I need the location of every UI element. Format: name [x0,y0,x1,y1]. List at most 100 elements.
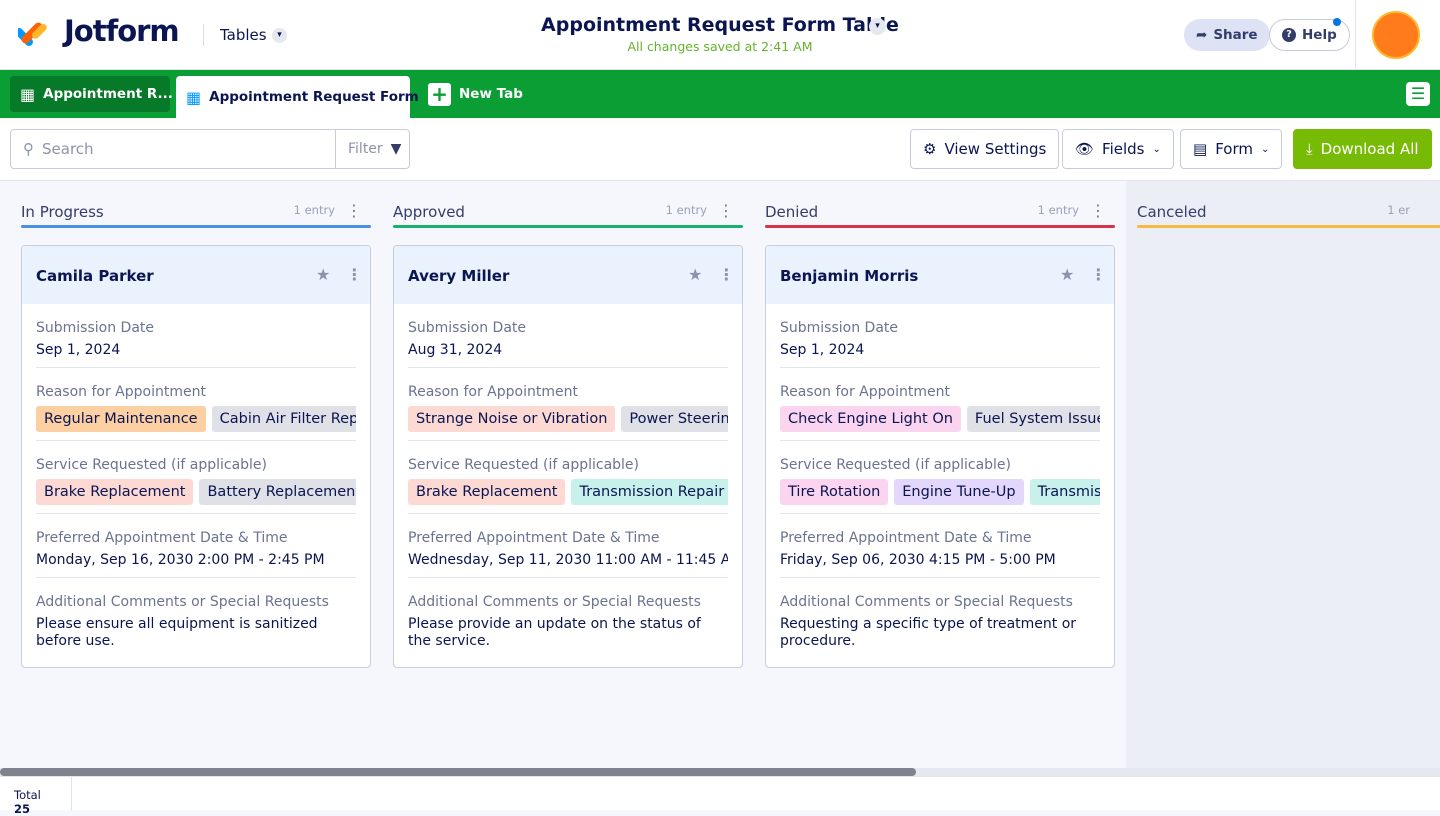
logo[interactable]: Jotform [64,14,180,48]
filter-label: Filter [348,141,383,157]
field: Service Requested (if applicable) Brake R… [36,441,356,514]
card-actions[interactable]: ★ ⋮ [688,265,735,284]
download-label: Download All [1320,140,1419,158]
field-value: Please ensure all equipment is sanitized… [36,616,318,649]
total-label: Total [14,788,41,802]
field: Reason for Appointment Regular Maintenanc… [36,368,356,441]
share-icon: ➦ [1196,27,1208,43]
form-icon: ▤ [1193,140,1208,158]
column-bar [765,225,1115,228]
save-status: All changes saved at 2:41 AM [627,39,813,54]
field: Submission Date Sep 1, 2024 [36,304,356,368]
field-label: Preferred Appointment Date & Time [780,530,1032,546]
tab-active[interactable]: ▦Appointment Request Form⋮ [176,76,440,118]
form-button[interactable]: ▤ Form ⌄ [1180,129,1283,169]
field-label: Preferred Appointment Date & Time [408,530,660,546]
entry-count: 1 entry [665,203,707,217]
card[interactable]: Avery Miller ★ ⋮ Submission Date Aug 31, 20… [393,245,743,668]
menu-button[interactable]: ☰ [1406,82,1430,106]
download-button[interactable]: ⤓ Download All [1293,129,1432,169]
scroll-thumb[interactable] [0,768,916,776]
field-label: Service Requested (if applicable) [36,457,267,473]
chevron: ⌄ [1260,143,1270,155]
column-header: In Progress 1 entry ⋮ [21,181,371,229]
column: Approved 1 entry ⋮ Avery Miller ★ ⋮ Submissio… [393,181,743,668]
field-label: Submission Date [36,320,155,336]
field-label: Preferred Appointment Date & Time [36,530,288,546]
total: Total 25 [0,777,72,816]
tab[interactable]: ▦ Appointment R... [10,76,173,112]
entry-count: 1 entry [293,203,335,217]
share-label: Share [1213,27,1258,43]
view-settings-label: View Settings [944,140,1047,158]
tab-bar: ▦ Appointment R... ▦ Appointment Request F… [0,70,1440,118]
tables-menu[interactable]: Tables [220,26,267,44]
card-actions[interactable]: ★ ⋮ [1060,265,1107,284]
column-bar [1137,225,1440,228]
fields-label: Fields [1102,140,1145,158]
card-name: Benjamin Morris [780,267,919,285]
column-title: In Progress [21,203,104,221]
column-title: Approved [393,203,465,221]
title-dropdown[interactable]: ▾ [869,18,886,35]
help-icon: ? [1282,28,1296,42]
avatar[interactable] [1372,11,1420,59]
field: Service Requested (if applicable) Tire Ro… [780,441,1100,514]
card[interactable]: Camila Parker ★ ⋮ Submission Date Sep 1, 20… [21,245,371,668]
column-menu[interactable]: ⋮ [718,201,734,220]
field-label: Additional Comments or Special Requests [780,594,1073,610]
tag: Battery Replacement [199,479,356,505]
column-header: Approved 1 entry ⋮ [393,181,743,229]
field-label: Additional Comments or Special Requests [36,594,329,610]
form-title[interactable]: Appointment Request Form Table [541,14,899,36]
field-label: Submission Date [780,320,899,336]
tag: Engine Tune-Up [894,479,1024,505]
plus-icon: + [428,82,451,106]
search-input[interactable]: ⚲ Search [10,129,336,169]
toolbar: ⚲ Search Filter ▼ ⚙ View Settings 👁 Fields ⌄ … [0,118,1440,181]
footer: Total 25 [0,776,1440,816]
tag: Transmissio [1029,479,1100,505]
card[interactable]: Benjamin Morris ★ ⋮ Submission Date Sep 1, … [765,245,1115,668]
column-menu[interactable]: ⋮ [1090,201,1106,220]
share-button[interactable]: ➦ Share [1184,19,1270,51]
column-menu[interactable]: ⋮ [346,201,362,220]
help-button[interactable]: ? Help [1269,19,1350,51]
fields-button[interactable]: 👁 Fields ⌄ [1062,129,1174,169]
tag: Power Steering I [621,406,728,432]
tag: Brake Replacement [408,479,566,505]
filter-button[interactable]: Filter ▼ [335,129,410,169]
tag: Transmission Repair [571,479,728,505]
card-header: Camila Parker ★ ⋮ [22,246,370,304]
table-icon: ▦ [20,84,36,104]
new-tab-button[interactable]: + New Tab [418,76,533,112]
tag: Strange Noise or Vibration [408,406,616,432]
download-icon: ⤓ [1306,140,1313,158]
view-settings-button[interactable]: ⚙ View Settings [910,129,1060,169]
field-value: Sep 1, 2024 [780,342,865,358]
cards-icon: ▦ [186,87,202,107]
tag: Check Engine Light On [780,406,961,432]
column-bar [21,225,371,228]
filter-icon: ▼ [390,141,402,157]
field: Additional Comments or Special Requests P… [36,578,356,658]
field-label: Service Requested (if applicable) [408,457,639,473]
chevron: ⌄ [1152,143,1161,155]
help-label: Help [1302,27,1337,43]
card-actions[interactable]: ★ ⋮ [316,265,363,284]
search-placeholder: Search [42,140,94,158]
field: Additional Comments or Special Requests R… [780,578,1100,658]
card-name: Avery Miller [408,267,510,285]
field-value: Requesting a specific type of treatment … [780,616,1077,649]
tag: Cabin Air Filter Replac [211,406,356,432]
tag: Regular Maintenance [36,406,206,432]
field: Submission Date Sep 1, 2024 [780,304,1100,368]
tab-label: Appointment R... [43,86,173,102]
tag-list: Check Engine Light On Fuel System Issue [780,406,1100,432]
dropdown-icon[interactable]: ▾ [272,28,287,43]
